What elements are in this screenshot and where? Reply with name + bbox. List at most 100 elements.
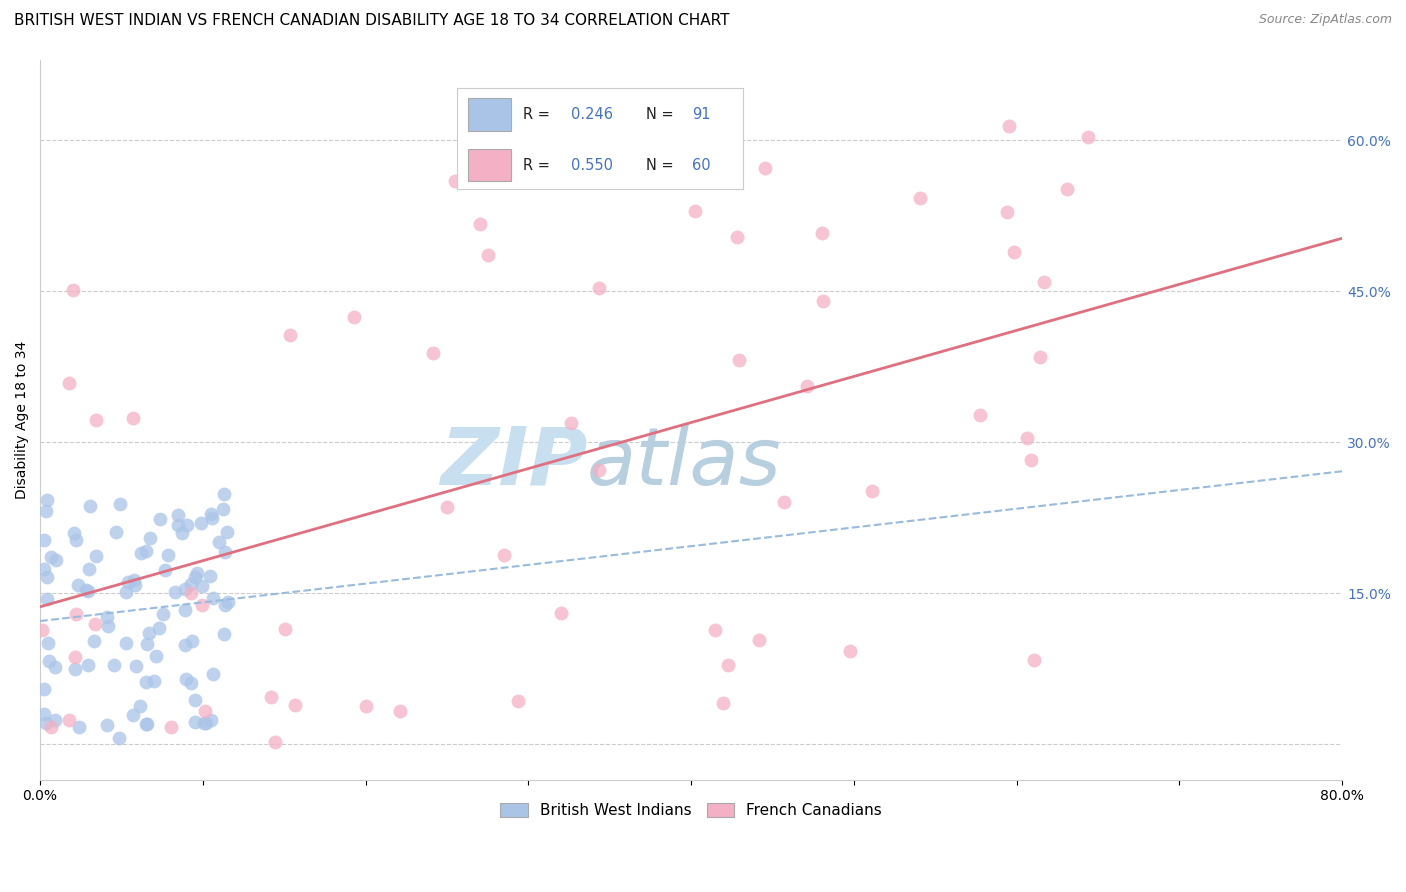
Point bbox=[180, 576, 202, 591]
Point bbox=[494, 548, 516, 562]
Point bbox=[217, 595, 239, 609]
Point bbox=[508, 694, 530, 708]
Point bbox=[191, 579, 214, 593]
Point bbox=[32, 533, 55, 548]
Point bbox=[135, 717, 157, 731]
Point bbox=[32, 707, 55, 722]
Point bbox=[117, 574, 139, 589]
Point bbox=[193, 715, 215, 730]
Text: atlas: atlas bbox=[588, 424, 782, 502]
Point bbox=[180, 675, 202, 690]
Point bbox=[44, 713, 66, 727]
Point bbox=[104, 524, 127, 539]
Point bbox=[997, 119, 1019, 133]
Point bbox=[202, 667, 225, 681]
Point bbox=[1056, 181, 1078, 195]
Point bbox=[148, 621, 170, 635]
Point bbox=[39, 549, 62, 564]
Point bbox=[172, 526, 194, 541]
Point bbox=[121, 410, 143, 425]
Point bbox=[32, 562, 55, 576]
Point bbox=[114, 636, 136, 650]
Point bbox=[45, 553, 67, 567]
Point bbox=[174, 672, 197, 686]
Point bbox=[264, 735, 287, 749]
Point bbox=[124, 578, 146, 592]
Point bbox=[389, 704, 412, 718]
Point bbox=[97, 619, 120, 633]
Point bbox=[35, 503, 58, 517]
Point bbox=[110, 497, 132, 511]
Point bbox=[174, 603, 197, 617]
Point bbox=[75, 582, 97, 597]
Point bbox=[1077, 129, 1099, 144]
Point bbox=[77, 562, 100, 576]
Point bbox=[41, 720, 63, 734]
Point bbox=[77, 584, 100, 599]
Text: BRITISH WEST INDIAN VS FRENCH CANADIAN DISABILITY AGE 18 TO 34 CORRELATION CHART: BRITISH WEST INDIAN VS FRENCH CANADIAN D… bbox=[14, 13, 730, 29]
Point bbox=[184, 693, 207, 707]
Point bbox=[748, 632, 770, 647]
Point bbox=[191, 598, 214, 612]
Point bbox=[354, 699, 377, 714]
Point bbox=[180, 586, 202, 600]
Point bbox=[129, 698, 152, 713]
Point bbox=[62, 283, 84, 297]
Point bbox=[34, 682, 56, 697]
Point bbox=[908, 191, 931, 205]
Point bbox=[174, 638, 197, 652]
Point bbox=[167, 518, 190, 533]
Point bbox=[683, 203, 706, 218]
Point bbox=[190, 516, 212, 530]
Point bbox=[728, 352, 751, 367]
Point bbox=[44, 660, 66, 674]
Point bbox=[212, 487, 235, 501]
Point bbox=[995, 204, 1018, 219]
Point bbox=[83, 616, 105, 631]
Point bbox=[274, 622, 297, 636]
Point bbox=[103, 657, 125, 672]
Point bbox=[65, 607, 87, 621]
Point bbox=[725, 230, 748, 244]
Point bbox=[208, 534, 231, 549]
Point bbox=[260, 690, 283, 704]
Point bbox=[174, 582, 197, 597]
Point bbox=[186, 566, 208, 580]
Point bbox=[703, 624, 725, 638]
Point bbox=[35, 592, 58, 607]
Point bbox=[860, 483, 883, 498]
Point bbox=[135, 717, 157, 731]
Point bbox=[34, 716, 56, 731]
Point bbox=[200, 507, 222, 521]
Point bbox=[444, 174, 467, 188]
Text: ZIP: ZIP bbox=[440, 424, 588, 502]
Point bbox=[198, 569, 221, 583]
Point bbox=[1024, 653, 1046, 667]
Point bbox=[343, 310, 366, 324]
Point bbox=[37, 635, 59, 649]
Point bbox=[278, 328, 301, 343]
Point bbox=[37, 570, 59, 584]
Point bbox=[155, 564, 177, 578]
Point bbox=[711, 696, 734, 710]
Point bbox=[79, 499, 101, 513]
Point bbox=[436, 500, 458, 514]
Point bbox=[1017, 431, 1039, 445]
Point bbox=[166, 508, 188, 523]
Point bbox=[969, 408, 991, 422]
Point bbox=[284, 698, 307, 712]
Point bbox=[160, 720, 183, 734]
Point bbox=[163, 585, 186, 599]
Point bbox=[550, 607, 572, 621]
Point bbox=[156, 548, 179, 562]
Point bbox=[63, 526, 86, 541]
Point bbox=[65, 533, 87, 548]
Point bbox=[1032, 275, 1054, 289]
Point bbox=[135, 544, 157, 558]
Point bbox=[183, 715, 205, 730]
Point bbox=[145, 649, 167, 664]
Point bbox=[839, 644, 862, 658]
Point bbox=[212, 502, 235, 516]
Point bbox=[588, 462, 610, 476]
Y-axis label: Disability Age 18 to 34: Disability Age 18 to 34 bbox=[15, 341, 30, 499]
